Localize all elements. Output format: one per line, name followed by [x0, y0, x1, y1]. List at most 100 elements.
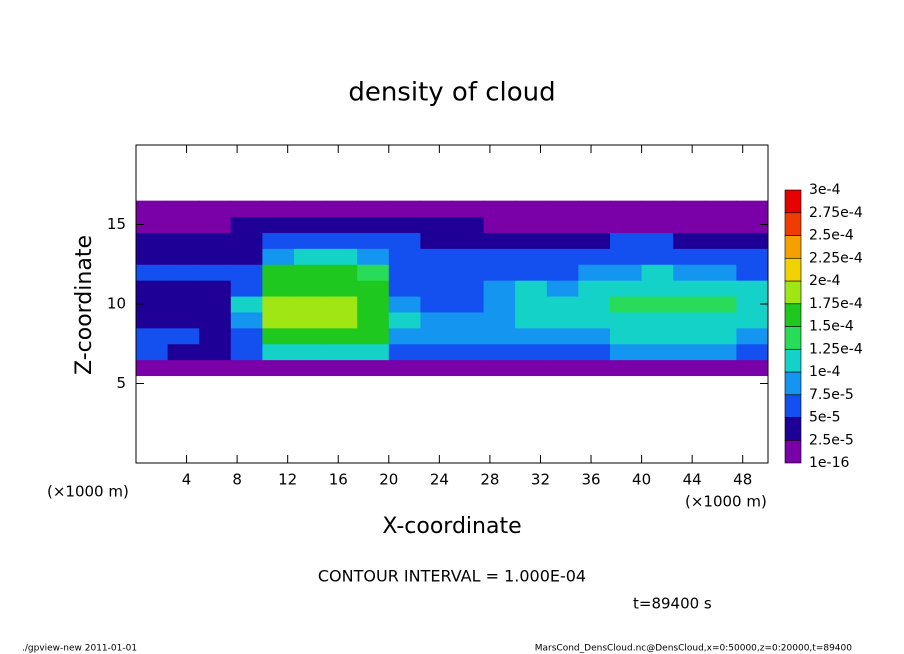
cell: [420, 359, 453, 377]
cell: [262, 359, 295, 377]
cell: [262, 296, 295, 313]
cell: [483, 216, 516, 233]
cell: [673, 216, 706, 233]
cell: [546, 232, 579, 249]
cell: [515, 296, 548, 313]
cell: [515, 343, 548, 361]
cell: [736, 216, 769, 233]
cell: [641, 343, 674, 361]
cell: [136, 232, 169, 249]
cell: [167, 296, 200, 313]
cell: [325, 200, 358, 218]
colorbar-label: 1.75e-4: [809, 296, 863, 312]
cell: [167, 264, 200, 281]
colorbar-label: 1e-16: [809, 455, 849, 471]
cell: [325, 216, 358, 233]
chart-title: density of cloud: [348, 78, 555, 108]
cell: [230, 343, 263, 361]
cell: [736, 232, 769, 249]
cell: [610, 232, 643, 249]
cell: [199, 327, 232, 345]
cell: [704, 311, 737, 329]
cell: [357, 248, 390, 265]
cell: [546, 359, 579, 377]
colorbar-label: 1.25e-4: [809, 341, 863, 357]
cell: [546, 216, 579, 233]
x-tick-label: 12: [278, 471, 297, 489]
cell: [262, 343, 295, 361]
cell: [452, 343, 485, 361]
cell: [230, 296, 263, 313]
cell: [420, 296, 453, 313]
cell: [546, 200, 579, 218]
cell: [483, 200, 516, 218]
cell: [610, 343, 643, 361]
cell: [262, 311, 295, 329]
cell: [736, 327, 769, 345]
cell: [546, 327, 579, 345]
cell: [420, 232, 453, 249]
cell: [262, 248, 295, 265]
cell: [230, 359, 263, 377]
cell: [641, 311, 674, 329]
colorbar-bin: [784, 439, 802, 464]
cell: [294, 359, 327, 377]
cell: [515, 248, 548, 265]
cell: [388, 248, 421, 265]
y-tick-label: 15: [107, 215, 126, 233]
cell: [294, 248, 327, 265]
x-tick-label: 8: [232, 471, 242, 489]
cell: [483, 343, 516, 361]
colorbar-label: 5e-5: [809, 410, 840, 426]
cell: [578, 200, 611, 218]
cell: [230, 216, 263, 233]
colorbar-bin: [784, 417, 802, 441]
cell: [546, 248, 579, 265]
cell: [199, 296, 232, 313]
x-unit: (×1000 m): [47, 483, 129, 501]
cell: [357, 232, 390, 249]
cell: [736, 280, 769, 297]
cell: [167, 343, 200, 361]
cell: [325, 359, 358, 377]
cell: [325, 264, 358, 281]
cell: [420, 248, 453, 265]
cell: [136, 359, 169, 377]
cell: [167, 359, 200, 377]
cell: [641, 216, 674, 233]
cell: [199, 359, 232, 377]
colorbar-bin: [784, 212, 802, 236]
colorbar-bin: [784, 235, 802, 259]
cell: [704, 216, 737, 233]
x-unit: (×1000 m): [685, 493, 767, 511]
cell: [294, 264, 327, 281]
cell: [736, 311, 769, 329]
cell: [578, 216, 611, 233]
cell: [262, 280, 295, 297]
overlay: 4 8 12 16 20 24 28 32 36 40 44 48510151e-162.5e-55e…: [107, 144, 863, 489]
cell: [736, 264, 769, 281]
cell: [515, 311, 548, 329]
cell: [420, 216, 453, 233]
colorbar-label: 2.5e-5: [809, 432, 854, 448]
x-tick-label: 36: [581, 471, 600, 489]
cell: [578, 248, 611, 265]
cell: [736, 343, 769, 361]
cell: [578, 343, 611, 361]
cell: [641, 248, 674, 265]
colorbar-bin: [784, 280, 802, 305]
cell: [167, 280, 200, 297]
cell: [452, 264, 485, 281]
cell: [673, 280, 706, 297]
cell: [388, 327, 421, 345]
cell: [452, 200, 485, 218]
cell: [546, 264, 579, 281]
cell: [136, 280, 169, 297]
cell: [673, 248, 706, 265]
colorbar-bin: [784, 189, 802, 214]
x-tick-label: 40: [632, 471, 651, 489]
cell: [199, 311, 232, 329]
cell: [167, 248, 200, 265]
cell: [325, 327, 358, 345]
cell: [262, 327, 295, 345]
